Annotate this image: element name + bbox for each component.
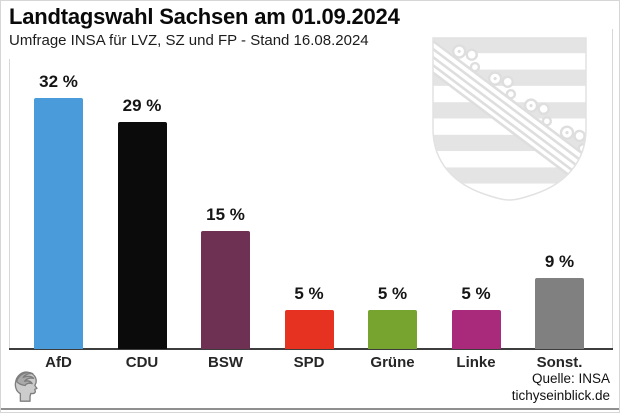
value-label-bsw: 15 % — [206, 205, 245, 225]
value-label-linke: 5 % — [461, 283, 491, 303]
category-label-bsw: BSW — [208, 354, 243, 371]
value-label-sonst: 9 % — [544, 252, 575, 272]
bar-cdu — [117, 121, 167, 349]
bar-grne — [368, 309, 417, 349]
x-axis-baseline — [9, 348, 613, 350]
bar-spd — [284, 309, 334, 349]
value-label-afd: 32 % — [39, 72, 78, 92]
category-label-sonst: Sonst. — [536, 354, 583, 371]
bottom-divider — [1, 408, 619, 410]
value-label-cdu: 29 % — [122, 95, 162, 115]
tichys-einblick-head-logo — [14, 371, 38, 402]
bar-bsw — [201, 231, 250, 349]
saxony-coat-of-arms-watermark — [432, 37, 587, 201]
value-label-spd: 5 % — [294, 283, 324, 303]
category-label-spd: SPD — [293, 354, 325, 371]
bar-linke — [451, 309, 501, 349]
y-axis-left-spine — [9, 59, 10, 349]
website-line: tichyseinblick.de — [511, 388, 610, 403]
category-label-grne: Grüne — [370, 354, 415, 371]
bar-afd — [34, 98, 83, 349]
source-credit: Quelle: INSA tichyseinblick.de — [512, 370, 610, 404]
bar-sonst — [535, 278, 584, 349]
value-label-grne: 5 % — [377, 283, 408, 303]
chart-title: Landtagswahl Sachsen am 01.09.2024 — [9, 4, 400, 29]
source-line: Quelle: INSA — [531, 371, 610, 386]
chart-subtitle: Umfrage INSA für LVZ, SZ und FP - Stand … — [9, 32, 369, 49]
category-label-cdu: CDU — [125, 354, 159, 371]
category-label-afd: AfD — [45, 354, 72, 371]
y-axis-right-spine — [612, 29, 613, 349]
category-label-linke: Linke — [456, 354, 496, 371]
